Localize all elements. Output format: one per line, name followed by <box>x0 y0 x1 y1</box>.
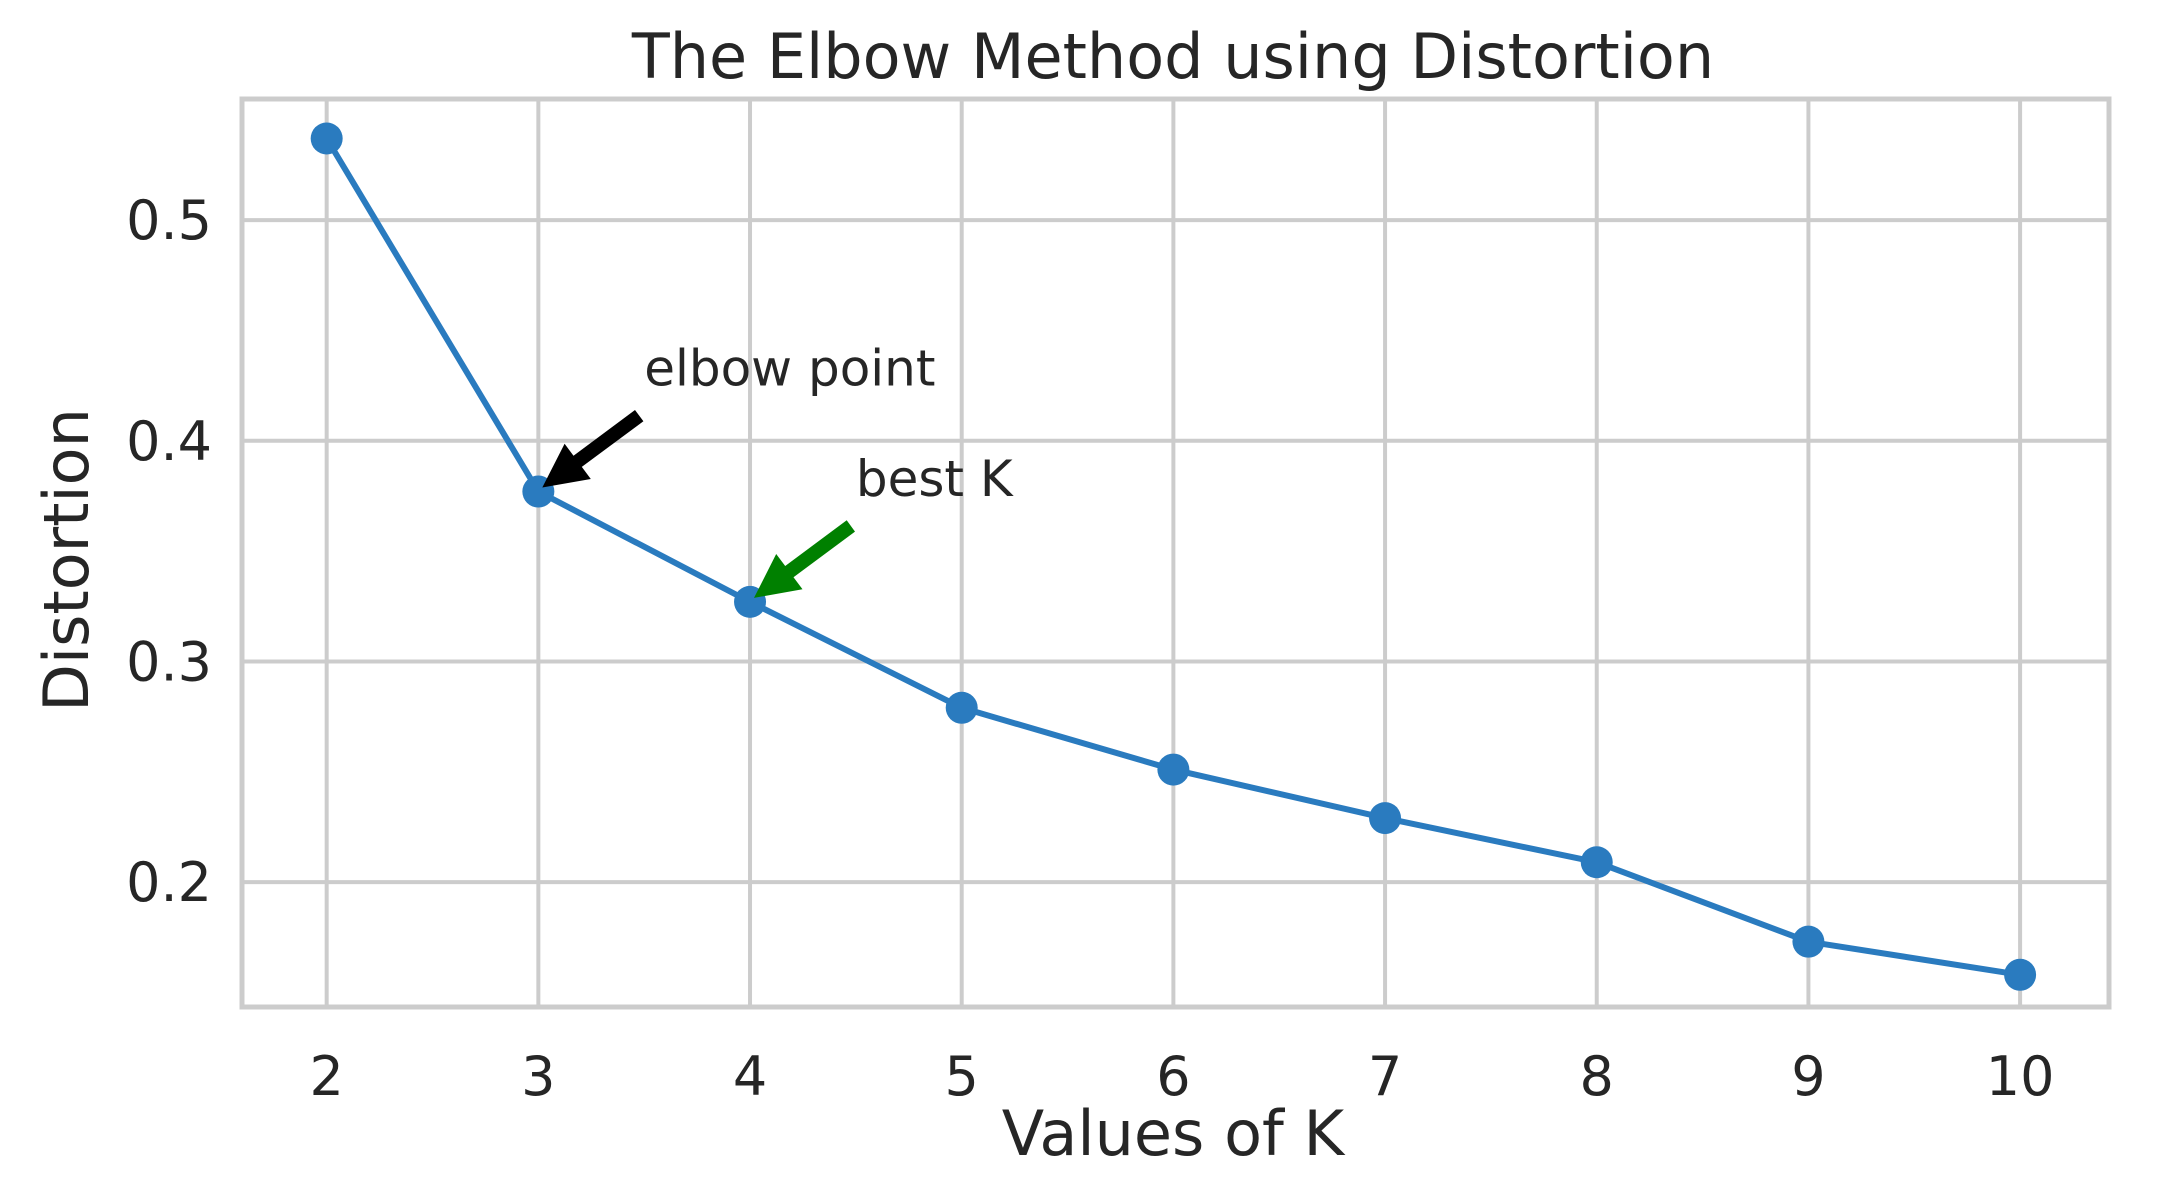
annotation-label: elbow point <box>644 340 935 398</box>
x-tick-label: 3 <box>521 1045 555 1108</box>
annotation-arrow <box>754 520 855 598</box>
data-point-marker <box>1157 753 1190 786</box>
x-tick-label: 10 <box>1986 1045 2055 1108</box>
y-tick-label: 0.3 <box>126 630 212 693</box>
y-axis-title: Distortion <box>30 408 103 712</box>
annotation-label: best K <box>856 450 1014 508</box>
x-tick-label: 2 <box>309 1045 343 1108</box>
tick-labels: 2 3 4 5 6 7 8 9 10 0.2 0.3 0.4 0.5 <box>126 189 2054 1108</box>
y-tick-label: 0.5 <box>126 189 212 252</box>
x-tick-label: 8 <box>1580 1045 1614 1108</box>
data-series <box>310 122 2037 991</box>
x-tick-label: 6 <box>1156 1045 1190 1108</box>
data-point-marker <box>1580 846 1613 879</box>
chart-title: The Elbow Method using Distortion <box>631 20 1714 93</box>
annotations: elbow point best K <box>542 340 1014 598</box>
grid-lines <box>242 99 2109 1007</box>
plot-border <box>239 96 2112 1010</box>
x-axis-title: Values of K <box>1002 1097 1346 1170</box>
y-tick-label: 0.4 <box>126 410 212 473</box>
data-point-marker <box>310 122 343 155</box>
data-point-marker <box>945 691 978 724</box>
x-tick-label: 4 <box>733 1045 767 1108</box>
data-point-marker <box>1369 802 1402 835</box>
x-tick-label: 5 <box>945 1045 979 1108</box>
plot-frame <box>239 96 2112 1010</box>
x-tick-label: 9 <box>1791 1045 1825 1108</box>
annotation-arrow <box>542 410 644 488</box>
data-point-marker <box>2004 958 2037 991</box>
y-tick-label: 0.2 <box>126 851 212 914</box>
data-point-marker <box>1792 925 1825 958</box>
x-tick-label: 7 <box>1368 1045 1402 1108</box>
